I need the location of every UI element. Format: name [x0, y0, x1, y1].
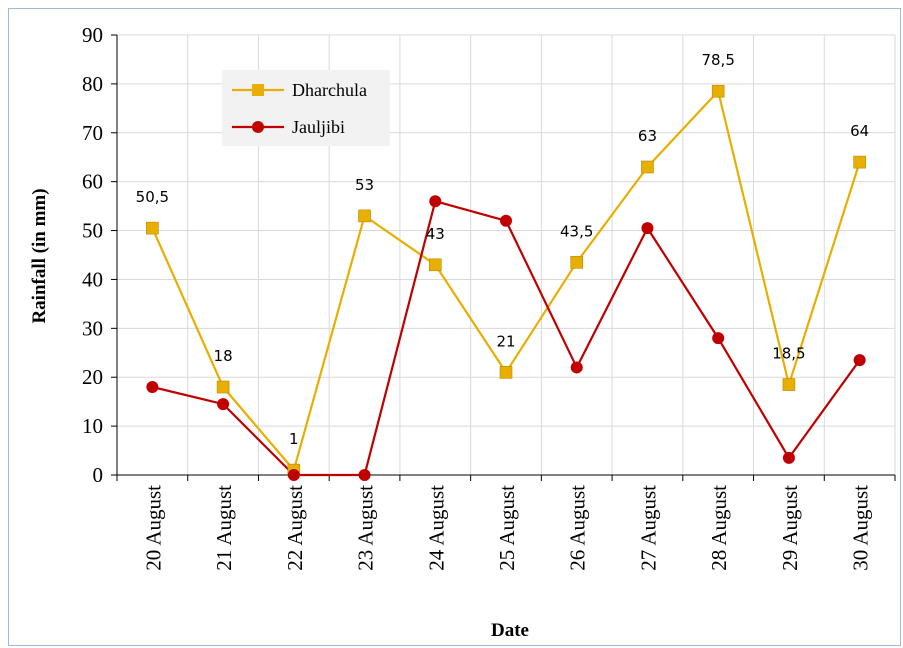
x-tick-label: 20 August — [141, 485, 165, 571]
x-tick-label: 30 August — [849, 485, 873, 571]
data-label-dharchula: 1 — [289, 430, 299, 448]
legend-marker-jauljibi — [252, 121, 264, 133]
chart-frame — [8, 8, 901, 646]
data-label-dharchula: 53 — [355, 176, 374, 194]
x-tick-label: 21 August — [212, 485, 236, 571]
marker-jauljibi — [853, 354, 866, 367]
marker-jauljibi — [217, 398, 230, 411]
x-tick-label: 24 August — [424, 485, 448, 571]
marker-dharchula — [358, 209, 371, 223]
marker-dharchula — [146, 221, 159, 235]
data-label-dharchula: 78,5 — [701, 51, 734, 69]
data-label-dharchula: 43 — [426, 225, 445, 243]
y-tick-label: 70 — [82, 121, 103, 145]
x-tick-label: 22 August — [283, 485, 307, 571]
marker-dharchula — [216, 380, 230, 394]
marker-dharchula — [782, 378, 796, 391]
marker-jauljibi — [712, 332, 725, 345]
marker-dharchula — [641, 160, 654, 174]
marker-jauljibi — [500, 214, 512, 227]
marker-dharchula — [428, 258, 442, 272]
y-tick-label: 50 — [82, 219, 103, 243]
legend-box — [222, 70, 390, 146]
x-tick-label: 25 August — [495, 485, 519, 571]
marker-jauljibi — [429, 195, 442, 208]
series-markers — [146, 84, 866, 481]
data-label-dharchula: 21 — [496, 332, 515, 350]
marker-dharchula — [499, 366, 513, 379]
marker-jauljibi — [570, 361, 583, 374]
data-label-dharchula: 63 — [638, 127, 657, 145]
marker-jauljibi — [287, 469, 300, 481]
legend-label-dharchula: Dharchula — [292, 80, 367, 100]
marker-jauljibi — [782, 451, 795, 464]
data-label-dharchula: 18,5 — [772, 345, 805, 363]
y-tick-label: 80 — [82, 72, 103, 96]
y-tick-label: 30 — [82, 316, 103, 340]
y-axis-title: Rainfall (in mm) — [29, 188, 50, 323]
legend-label-jauljibi: Jauljibi — [292, 117, 345, 137]
data-labels: 50,5 18 1 53 43 21 43,5 63 78,5 18,5 64 — [136, 51, 870, 448]
y-tick-label: 0 — [93, 463, 104, 487]
gridlines — [117, 34, 896, 475]
data-label-dharchula: 50,5 — [136, 188, 169, 206]
marker-dharchula — [853, 155, 866, 169]
y-tick-label: 20 — [82, 365, 103, 389]
y-tick-label: 10 — [82, 414, 103, 438]
marker-jauljibi — [146, 381, 159, 393]
legend: Dharchula Jauljibi — [222, 70, 390, 146]
data-label-dharchula: 64 — [850, 122, 869, 140]
marker-jauljibi — [641, 222, 654, 235]
data-label-dharchula: 43,5 — [560, 222, 593, 240]
x-tick-label: 29 August — [778, 485, 802, 571]
x-tick-label: 26 August — [566, 485, 590, 571]
legend-marker-dharchula — [252, 84, 264, 96]
data-label-dharchula: 18 — [214, 347, 233, 365]
marker-jauljibi — [358, 469, 371, 481]
y-tick-labels: 0 10 20 30 40 50 60 70 80 90 — [82, 23, 103, 487]
axes — [111, 34, 896, 481]
x-axis-title: Date — [491, 620, 529, 641]
y-tick-label: 60 — [82, 170, 103, 194]
y-tick-label: 90 — [82, 23, 103, 47]
x-tick-label: 28 August — [707, 485, 731, 571]
x-tick-label: 27 August — [636, 485, 660, 571]
marker-dharchula — [711, 84, 725, 98]
x-tick-label: 23 August — [354, 485, 378, 571]
marker-dharchula — [570, 256, 584, 269]
x-tick-labels: 20 August 21 August 22 August 23 August 24 A… — [141, 485, 872, 571]
y-tick-label: 40 — [82, 267, 103, 291]
